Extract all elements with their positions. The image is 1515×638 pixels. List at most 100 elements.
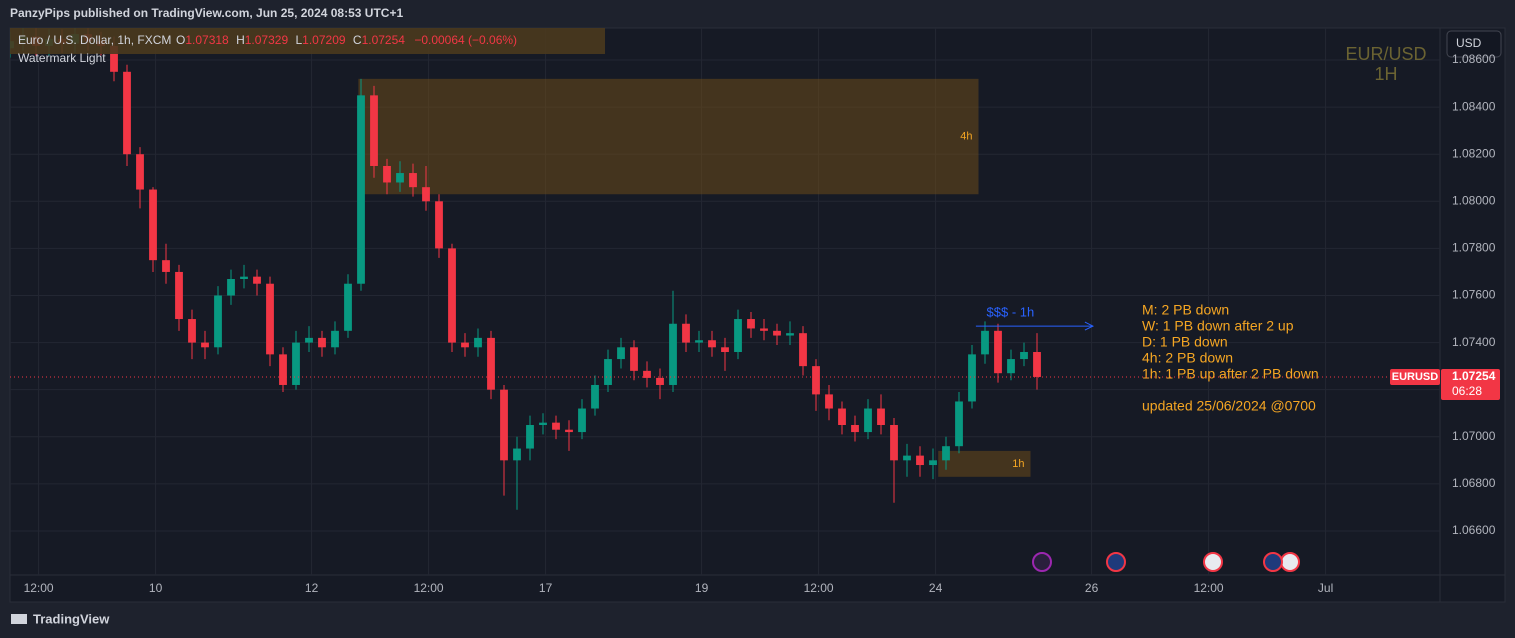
price-tag-label: 1.07254 bbox=[1452, 369, 1496, 383]
candle-body bbox=[877, 408, 885, 426]
candle-body bbox=[344, 283, 352, 331]
candle-body bbox=[890, 425, 898, 461]
candle-body bbox=[838, 408, 846, 426]
candle-body bbox=[539, 422, 547, 426]
candle-body bbox=[695, 340, 703, 343]
event-icon[interactable] bbox=[1203, 552, 1223, 572]
candle-body bbox=[240, 276, 248, 280]
event-icon[interactable] bbox=[1106, 552, 1126, 572]
candle-body bbox=[981, 330, 989, 355]
candle-body bbox=[617, 347, 625, 360]
candle-body bbox=[331, 330, 339, 348]
currency-label[interactable]: USD bbox=[1456, 36, 1482, 50]
candle-body bbox=[305, 337, 313, 343]
candle-body bbox=[214, 295, 222, 348]
x-tick-label: 17 bbox=[539, 581, 553, 595]
candle-body bbox=[526, 425, 534, 449]
candle-body bbox=[1033, 352, 1041, 377]
c-value: 1.07254 bbox=[362, 33, 406, 47]
change: −0.00064 (−0.06%) bbox=[414, 33, 517, 47]
event-icons bbox=[1032, 552, 1300, 572]
arrow-head bbox=[1084, 321, 1095, 331]
publisher: PanzyPips published on TradingView.com, … bbox=[10, 6, 403, 20]
candle-body bbox=[435, 201, 443, 249]
candle-body bbox=[773, 330, 781, 336]
candle-body bbox=[292, 342, 300, 385]
event-icon[interactable] bbox=[1280, 552, 1300, 572]
symbol-tag-label: EURUSD bbox=[1392, 371, 1439, 383]
y-tick-label: 1.06600 bbox=[1452, 523, 1496, 537]
candle-body bbox=[643, 370, 651, 378]
candle-body bbox=[357, 95, 365, 284]
candle-body bbox=[734, 319, 742, 353]
x-tick-label: 24 bbox=[929, 581, 943, 595]
x-tick-label: 26 bbox=[1085, 581, 1099, 595]
candle-body bbox=[461, 342, 469, 348]
candle-body bbox=[1020, 352, 1028, 360]
candle-body bbox=[552, 422, 560, 430]
x-tick-label: 19 bbox=[695, 581, 709, 595]
candle-body bbox=[955, 401, 963, 447]
o-value: 1.07318 bbox=[185, 33, 229, 47]
candle-body bbox=[409, 173, 417, 188]
candle-body bbox=[279, 354, 287, 385]
y-tick-label: 1.07600 bbox=[1452, 288, 1496, 302]
candle-body bbox=[266, 283, 274, 355]
y-tick-label: 1.08200 bbox=[1452, 146, 1496, 160]
zone-label: 1h bbox=[1012, 458, 1024, 470]
candle-body bbox=[578, 408, 586, 433]
legend-ohlc: O1.07318 H1.07329 L1.07209 C1.07254 −0.0… bbox=[176, 33, 517, 47]
x-tick-label: 12:00 bbox=[414, 581, 444, 595]
watermark: EUR/USD bbox=[1345, 44, 1426, 64]
x-tick-label: 12:00 bbox=[804, 581, 834, 595]
symbol-tag bbox=[1390, 368, 1440, 385]
h-value: 1.07329 bbox=[245, 33, 289, 47]
x-tick-label: 12:00 bbox=[24, 581, 54, 595]
price-tag bbox=[1441, 368, 1500, 400]
candle-body bbox=[188, 319, 196, 343]
legend-bg bbox=[10, 28, 605, 54]
candle-body bbox=[149, 189, 157, 261]
candle-body bbox=[630, 347, 638, 371]
event-icon[interactable] bbox=[1032, 552, 1052, 572]
zone-label: 4h bbox=[960, 130, 972, 142]
h-label: H bbox=[236, 33, 245, 47]
candle-body bbox=[604, 359, 612, 385]
currency-button[interactable] bbox=[1446, 30, 1502, 58]
candle-body bbox=[396, 173, 404, 183]
candle-body bbox=[747, 319, 755, 329]
logo-icon bbox=[11, 614, 27, 624]
zone bbox=[938, 450, 1031, 477]
event-icon[interactable] bbox=[1263, 552, 1283, 572]
candle-body bbox=[812, 366, 820, 395]
indicator: Watermark Light bbox=[18, 51, 106, 65]
l-value: 1.07209 bbox=[302, 33, 346, 47]
note: D: 1 PB down bbox=[1142, 334, 1228, 350]
candle-body bbox=[929, 460, 937, 466]
legend-symbol: Euro / U.S. Dollar, 1h, FXCM bbox=[18, 33, 171, 47]
candle-body bbox=[513, 448, 521, 461]
candle-body bbox=[500, 389, 508, 461]
candle-body bbox=[370, 95, 378, 166]
c-label: C bbox=[353, 33, 362, 47]
candle-body bbox=[136, 154, 144, 190]
candle-body bbox=[383, 165, 391, 183]
candle-body bbox=[201, 342, 209, 348]
candle-body bbox=[123, 71, 131, 155]
candle-body bbox=[487, 337, 495, 390]
candle-body bbox=[448, 248, 456, 343]
candle-body bbox=[851, 425, 859, 433]
candle-body bbox=[175, 271, 183, 320]
candle-body bbox=[162, 260, 170, 272]
candle-body bbox=[669, 323, 677, 385]
countdown: 06:28 bbox=[1452, 384, 1482, 398]
candle-body bbox=[565, 429, 573, 433]
y-tick-label: 1.08600 bbox=[1452, 52, 1496, 66]
note: updated 25/06/2024 @0700 bbox=[1142, 398, 1316, 414]
candle-body bbox=[422, 187, 430, 202]
candle-body bbox=[799, 333, 807, 367]
candle-body bbox=[591, 384, 599, 409]
candle-body bbox=[656, 377, 664, 385]
y-tick-label: 1.08400 bbox=[1452, 99, 1496, 113]
